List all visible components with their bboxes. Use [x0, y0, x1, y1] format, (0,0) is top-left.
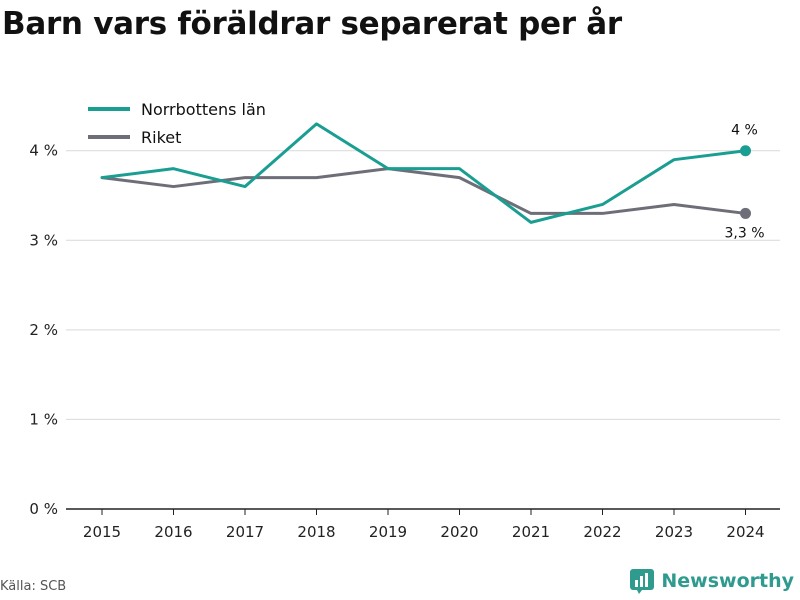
x-tick-label: 2023 [655, 523, 693, 541]
x-tick-label: 2016 [154, 523, 192, 541]
x-tick-label: 2020 [440, 523, 478, 541]
y-tick-label: 2 % [29, 321, 58, 339]
x-tick-label: 2015 [83, 523, 121, 541]
series-end-label-1: 3,3 % [724, 225, 764, 241]
legend: Norrbottens län Riket [88, 100, 266, 147]
chart-title: Barn vars föräldrar separerat per år [2, 6, 622, 42]
y-tick-label: 0 % [29, 500, 58, 518]
legend-label: Riket [141, 128, 181, 147]
brand-name: Newsworthy [661, 570, 794, 592]
series-end-point-0 [740, 145, 751, 157]
gridlines [66, 150, 780, 420]
x-axis: 2015 2016 2017 2018 2019 2020 2021 2022 2023 2024 [66, 508, 780, 541]
y-axis: 0 % 1 % 2 % 3 % 4 % [29, 142, 58, 518]
y-tick-label: 3 % [29, 231, 58, 249]
y-tick-label: 1 % [29, 410, 58, 428]
x-tick-label: 2021 [512, 523, 550, 541]
series-end-point-1 [740, 207, 751, 219]
x-tick-label: 2022 [583, 523, 621, 541]
series-line-0 [100, 122, 747, 224]
legend-label: Norrbottens län [141, 100, 266, 119]
x-tick-label: 2018 [297, 523, 335, 541]
series-lines: 3,3 % 4 % [100, 122, 765, 241]
series-end-label-0: 4 % [731, 123, 758, 139]
x-tick-label: 2019 [369, 523, 407, 541]
x-tick-label: 2024 [726, 523, 764, 541]
brand-logo: Newsworthy [629, 568, 794, 594]
source-note: Källa: SCB [0, 579, 67, 594]
y-tick-label: 4 % [29, 142, 58, 160]
x-tick-label: 2017 [226, 523, 264, 541]
series-line-1 [100, 167, 747, 215]
newsworthy-icon [630, 569, 655, 594]
